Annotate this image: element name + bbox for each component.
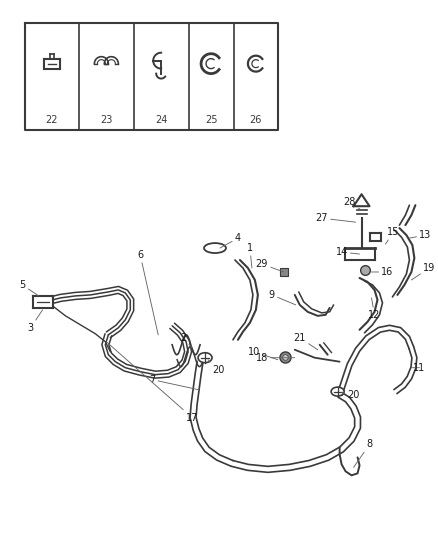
Ellipse shape [331,387,344,396]
Ellipse shape [204,243,226,253]
Text: 17: 17 [106,342,198,423]
Text: 20: 20 [208,360,224,375]
Text: 13: 13 [410,230,431,240]
Text: 14: 14 [336,247,360,257]
Text: 11: 11 [411,362,425,373]
Text: 4: 4 [220,233,241,248]
Text: 25: 25 [205,116,217,125]
Text: 27: 27 [315,213,356,223]
Text: 26: 26 [250,116,262,125]
Ellipse shape [198,353,212,362]
Text: 6: 6 [137,250,158,335]
Text: 28: 28 [343,197,361,210]
Text: 8: 8 [353,439,373,467]
Text: 20: 20 [342,390,360,400]
Text: 16: 16 [371,267,394,277]
Text: 3: 3 [28,310,42,333]
Text: 19: 19 [411,263,435,280]
Text: 2: 2 [180,333,192,348]
Text: 21: 21 [293,333,318,350]
Text: 1: 1 [247,243,253,268]
Text: 10: 10 [248,347,278,360]
Text: 29: 29 [256,259,284,272]
Text: 18: 18 [256,353,295,363]
Text: 15: 15 [385,227,399,244]
Text: 7: 7 [149,375,198,390]
Text: 23: 23 [100,116,113,125]
Text: 9: 9 [269,290,296,305]
Text: 5: 5 [20,280,39,296]
Text: 22: 22 [45,116,58,125]
Text: 12: 12 [368,298,381,320]
Text: 24: 24 [155,116,167,125]
